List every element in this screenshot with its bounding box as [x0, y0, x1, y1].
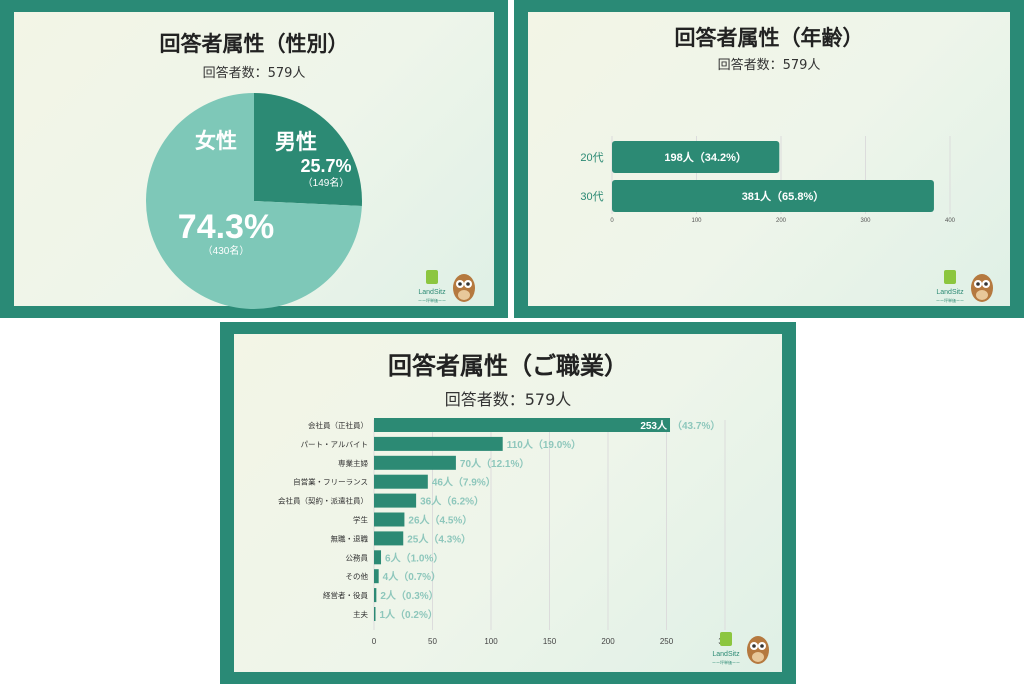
male-name-label: 男性 [275, 130, 317, 154]
age-panel-background: 回答者属性（年齢） 回答者数：579人 0 100 200 300 400 20代 198人… [528, 12, 1010, 306]
occupation-bar-5 [374, 512, 405, 527]
occupation-title: 回答者属性（ご職業） [388, 352, 628, 380]
logo-text: LandSitz [936, 289, 964, 296]
occupation-value-label: 2人（0.3%） [380, 589, 438, 602]
pie-slice-1 [146, 93, 362, 310]
occupation-value-label: 26人（4.5%） [408, 514, 472, 527]
age-x-tick-label: 200 [776, 218, 787, 224]
occupation-panel-background: 回答者属性（ご職業） 回答者数：579人 050100150200250300会… [234, 334, 782, 672]
occupation-bar-9 [374, 588, 377, 603]
logo-tagline: ーー坪単価ーー [418, 297, 446, 303]
occupation-category-label: 専業主婦 [338, 458, 368, 468]
pie-slice-0 [254, 93, 362, 206]
occupation-category-label: 学生 [353, 515, 368, 525]
occupation-category-label: 経営者・役員 [323, 590, 368, 600]
occupation-value-label: 4人（0.7%） [383, 570, 441, 583]
age-bar-0 [612, 141, 780, 173]
age-x-tick-label: 0 [610, 218, 614, 224]
occupation-bar-3 [374, 474, 428, 489]
age-subtitle: 回答者数：579人 [717, 58, 821, 73]
age-x-tick-label: 300 [860, 218, 871, 224]
age-category-label: 30代 [580, 190, 603, 203]
age-bar-1 [612, 180, 934, 212]
occupation-value-label: 70人（12.1%） [460, 457, 529, 470]
age-value-label: 198人（34.2%） [664, 150, 747, 164]
gender-subtitle: 回答者数：579人 [202, 66, 306, 81]
occupation-category-label: 自営業・フリーランス [293, 477, 368, 487]
occupation-value-label: 110人（19.0%） [507, 438, 582, 451]
occupation-category-label: 会社員（契約・派遣社員） [278, 496, 368, 506]
age-value-label: 381人（65.8%） [742, 189, 825, 203]
occupation-value-label: 25人（4.3%） [407, 532, 471, 545]
landsitz-logo: LandSitz ーー坪単価ーー [706, 628, 776, 672]
occupation-bar-chart: 050100150200250300会社員（正社員）253人（43.7%）パート… [278, 418, 732, 646]
gender-panel: 回答者属性（性別） 回答者数：579人 男性 25.7% （149名） 女性 74.3%… [0, 0, 508, 318]
occupation-x-tick-label: 250 [660, 637, 674, 646]
occupation-bar-4 [374, 493, 417, 508]
occupation-category-label: パート・アルバイト [301, 440, 368, 449]
age-title: 回答者属性（年齢） [674, 26, 864, 50]
logo-tagline: ーー坪単価ーー [712, 659, 740, 665]
landsitz-logo: LandSitz ーー坪単価ーー [412, 266, 482, 310]
male-percent-label: 25.7% [300, 156, 351, 176]
occupation-subtitle: 回答者数：579人 [444, 390, 572, 409]
occupation-category-label: 無職・退職 [331, 533, 369, 543]
occupation-bar-2 [374, 455, 456, 470]
occupation-value-label: 1人（0.2%） [380, 608, 438, 621]
age-x-tick-label: 100 [691, 218, 702, 224]
occupation-bar-8 [374, 569, 379, 584]
occupation-bar-6 [374, 531, 404, 546]
occupation-panel: 回答者属性（ご職業） 回答者数：579人 050100150200250300会… [220, 322, 796, 684]
occupation-category-label: 公務員 [346, 552, 369, 562]
age-x-tick-label: 400 [945, 218, 956, 224]
occupation-bar-7 [374, 550, 382, 565]
occupation-bar-0 [374, 418, 671, 432]
female-name-label: 女性 [195, 129, 237, 153]
logo-text: LandSitz [712, 651, 740, 658]
female-percent-label: 74.3% [178, 208, 274, 246]
logo-text: LandSitz [418, 289, 446, 296]
occupation-value-label: 6人（1.0%） [385, 551, 443, 564]
occupation-value-label: 36人（6.2%） [420, 495, 484, 508]
age-bar-chart: 0 100 200 300 400 20代 198人（34.2%） 30代 381人（65.8%… [580, 136, 956, 224]
occupation-value-label: （43.7%） [672, 419, 720, 432]
female-count-label: （430名） [203, 244, 250, 257]
occupation-value-label: 253人 [640, 419, 668, 432]
occupation-category-label: 会社員（正社員） [308, 420, 368, 430]
occupation-category-label: その他 [346, 571, 369, 581]
age-panel: 回答者属性（年齢） 回答者数：579人 0 100 200 300 400 20代 198人… [514, 0, 1024, 318]
logo-tagline: ーー坪単価ーー [936, 297, 964, 303]
occupation-x-tick-label: 50 [428, 637, 437, 646]
occupation-x-tick-label: 150 [543, 637, 557, 646]
occupation-x-tick-label: 0 [372, 637, 377, 646]
gender-title: 回答者属性（性別） [159, 32, 349, 56]
occupation-x-tick-label: 200 [601, 637, 615, 646]
occupation-category-label: 主夫 [353, 609, 368, 619]
age-category-label: 20代 [580, 151, 603, 164]
landsitz-logo: LandSitz ーー坪単価ーー [930, 266, 1000, 310]
male-count-label: （149名） [303, 176, 350, 189]
occupation-value-label: 46人（7.9%） [432, 476, 496, 489]
occupation-bar-1 [374, 436, 503, 451]
gender-panel-background: 回答者属性（性別） 回答者数：579人 男性 25.7% （149名） 女性 74.3%… [14, 12, 494, 310]
occupation-bar-10 [374, 607, 376, 621]
occupation-x-tick-label: 100 [484, 637, 498, 646]
